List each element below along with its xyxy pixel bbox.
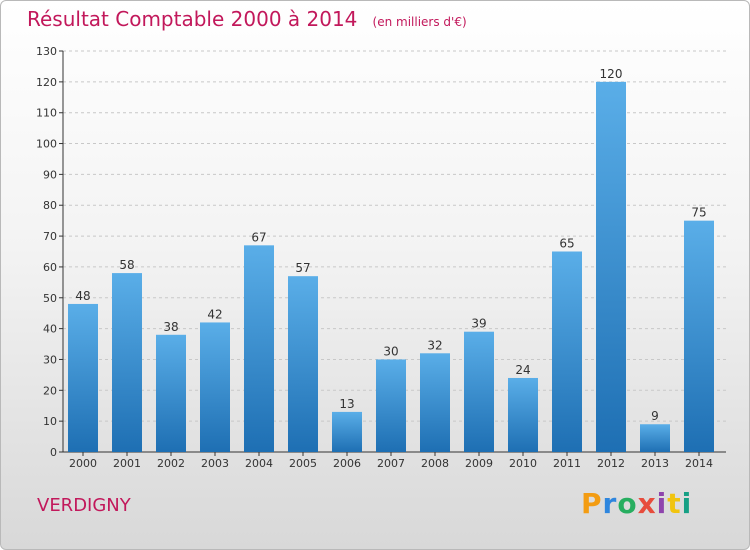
bar (200, 322, 230, 452)
bar (68, 303, 98, 452)
chart-title: Résultat Comptable 2000 à 2014 (27, 7, 358, 31)
y-tick-label: 70 (43, 230, 57, 243)
bar (420, 353, 450, 452)
x-tick-label: 2000 (69, 457, 97, 470)
y-tick-label: 50 (43, 292, 57, 305)
bar (376, 359, 406, 452)
bar-value-label: 42 (207, 307, 222, 321)
bar (640, 424, 670, 452)
x-tick-label: 2012 (597, 457, 625, 470)
bar-value-label: 32 (427, 338, 442, 352)
bar-value-label: 30 (383, 344, 398, 358)
x-tick-label: 2002 (157, 457, 185, 470)
y-tick-label: 100 (36, 138, 57, 151)
bar-value-label: 48 (75, 289, 90, 303)
bar-value-label: 58 (119, 258, 134, 272)
y-tick-label: 80 (43, 199, 57, 212)
bar-value-label: 13 (339, 397, 354, 411)
bar-value-label: 67 (251, 230, 266, 244)
bar-value-label: 39 (471, 317, 486, 331)
x-tick-label: 2013 (641, 457, 669, 470)
y-tick-label: 110 (36, 107, 57, 120)
bar (332, 411, 362, 452)
bar (112, 273, 142, 452)
y-tick-label: 0 (50, 446, 57, 459)
x-tick-label: 2008 (421, 457, 449, 470)
y-tick-label: 60 (43, 261, 57, 274)
bar-value-label: 65 (559, 237, 574, 251)
chart-title-row: Résultat Comptable 2000 à 2014 (en milli… (27, 7, 467, 31)
x-tick-label: 2010 (509, 457, 537, 470)
bar (596, 81, 626, 452)
x-tick-label: 2007 (377, 457, 405, 470)
x-tick-label: 2001 (113, 457, 141, 470)
y-tick-label: 130 (36, 45, 57, 58)
x-tick-label: 2009 (465, 457, 493, 470)
x-tick-label: 2014 (685, 457, 713, 470)
x-tick-label: 2005 (289, 457, 317, 470)
bar (464, 331, 494, 452)
x-tick-label: 2004 (245, 457, 273, 470)
bar (552, 251, 582, 452)
bar (156, 334, 186, 452)
bar (508, 377, 538, 452)
bar (244, 245, 274, 452)
bar-value-label: 24 (515, 363, 530, 377)
y-tick-label: 120 (36, 76, 57, 89)
y-tick-label: 10 (43, 415, 57, 428)
y-tick-label: 30 (43, 353, 57, 366)
bar-value-label: 120 (600, 67, 623, 81)
x-tick-label: 2003 (201, 457, 229, 470)
commune-name: VERDIGNY (37, 495, 131, 516)
bar-value-label: 57 (295, 261, 310, 275)
x-tick-label: 2011 (553, 457, 581, 470)
bar-value-label: 9 (651, 409, 659, 423)
bar (684, 220, 714, 452)
bar (288, 276, 318, 452)
y-tick-label: 90 (43, 168, 57, 181)
chart-unit: (en milliers d'€) (372, 15, 467, 29)
y-tick-label: 20 (43, 384, 57, 397)
x-tick-label: 2006 (333, 457, 361, 470)
y-tick-label: 40 (43, 323, 57, 336)
bar-value-label: 38 (163, 320, 178, 334)
proxiti-logo: Proxiti (581, 487, 693, 520)
bar-value-label: 75 (691, 206, 706, 220)
